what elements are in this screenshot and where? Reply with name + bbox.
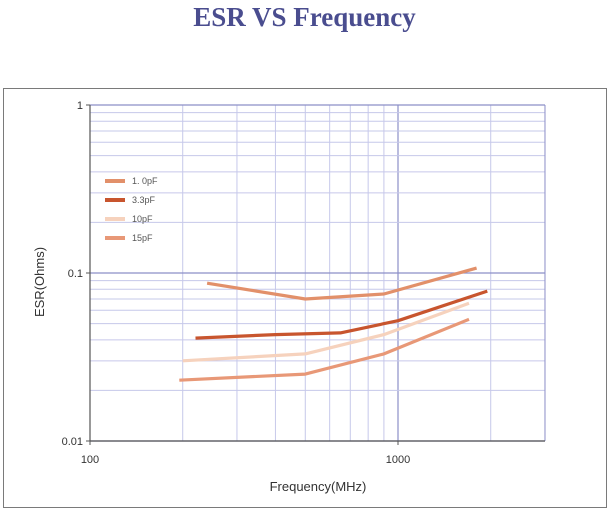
- legend-label: 10pF: [132, 214, 153, 224]
- series-line-15pf: [179, 317, 470, 382]
- x-axis-label: Frequency(MHz): [270, 479, 367, 494]
- x-tick-label: 1000: [386, 454, 410, 466]
- y-tick-label: 0.1: [68, 268, 83, 280]
- legend-label: 3.3pF: [132, 195, 156, 205]
- series-lines: [179, 266, 488, 382]
- chart-title: ESR VS Frequency: [193, 2, 416, 32]
- legend-label: 1. 0pF: [132, 176, 158, 186]
- x-tick-label: 100: [81, 454, 99, 466]
- series-line-3-3pf: [195, 289, 488, 340]
- y-tick-label: 1: [77, 100, 83, 112]
- legend-label: 15pF: [132, 233, 153, 243]
- axes: 1 0.1 0.01 100 1000: [62, 100, 545, 466]
- grid-lines: [90, 104, 546, 442]
- series-line-1-0pf: [206, 266, 478, 301]
- series-line-10pf: [182, 301, 470, 363]
- y-axis-label: ESR(Ohms): [32, 247, 47, 317]
- legend: 1. 0pF 3.3pF 10pF 15pF: [105, 176, 158, 243]
- y-tick-label: 0.01: [62, 436, 83, 448]
- esr-frequency-chart: 1 0.1 0.01 100 1000 1. 0pF 3.3pF 10pF 15pF Freq…: [32, 100, 546, 494]
